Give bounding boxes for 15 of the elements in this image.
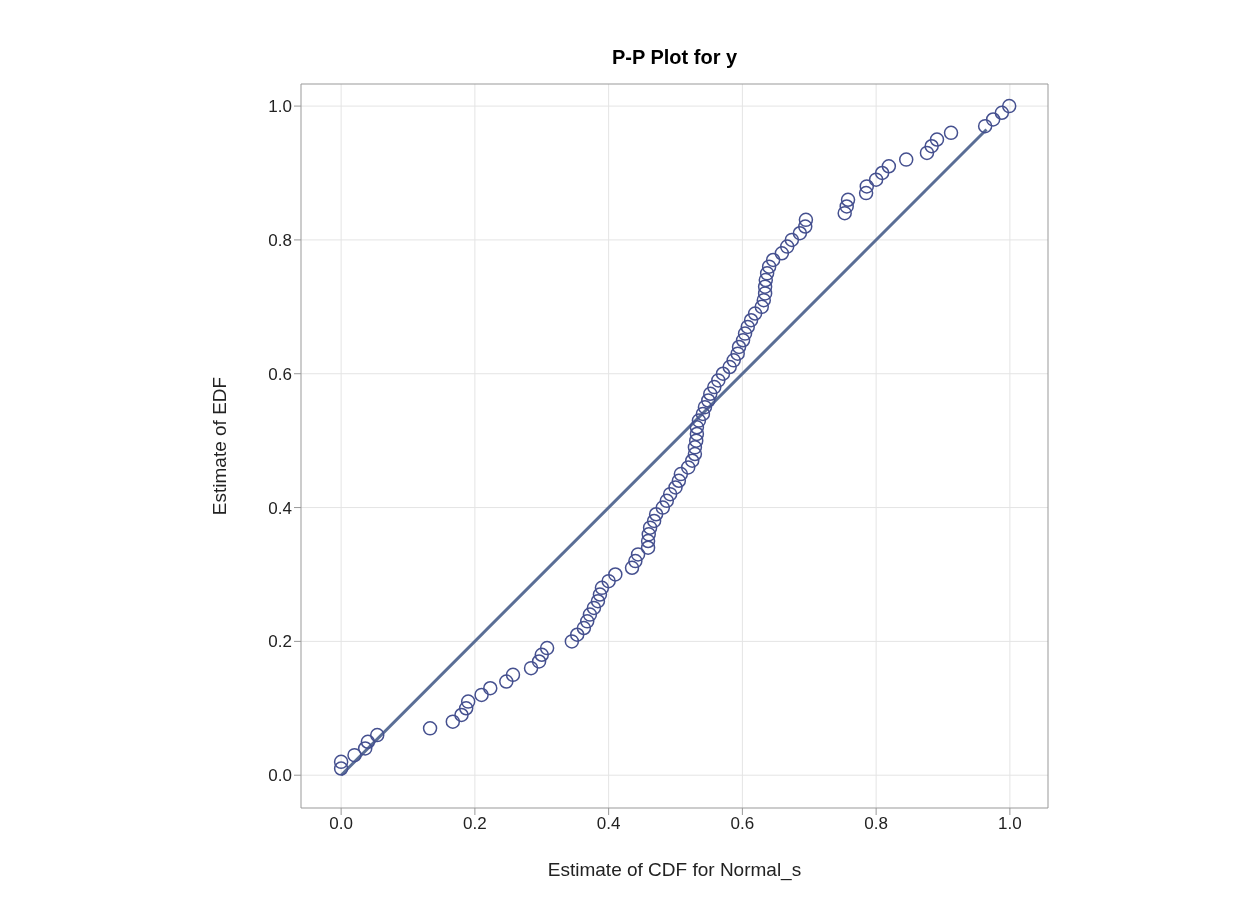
y-axis-title: Estimate of EDF bbox=[208, 376, 230, 516]
chart-title: P-P Plot for y bbox=[610, 46, 739, 69]
x-tick-label: 0.6 bbox=[730, 814, 755, 834]
y-tick-label: 0.4 bbox=[268, 498, 292, 518]
x-tick-label: 0.4 bbox=[596, 814, 621, 834]
y-tick-label: 0.0 bbox=[268, 766, 292, 786]
x-tick-label: 0.2 bbox=[463, 814, 487, 834]
x-tick-label: 1.0 bbox=[998, 814, 1022, 834]
x-tick-label: 0.8 bbox=[864, 814, 888, 834]
y-tick-label: 1.0 bbox=[268, 97, 292, 117]
y-tick-label: 0.6 bbox=[268, 364, 292, 384]
y-tick-label: 0.2 bbox=[268, 632, 292, 652]
x-axis-title: Estimate of CDF for Normal_s bbox=[547, 859, 802, 881]
y-tick-label: 0.8 bbox=[268, 230, 292, 250]
x-tick-label: 0.0 bbox=[329, 814, 353, 834]
